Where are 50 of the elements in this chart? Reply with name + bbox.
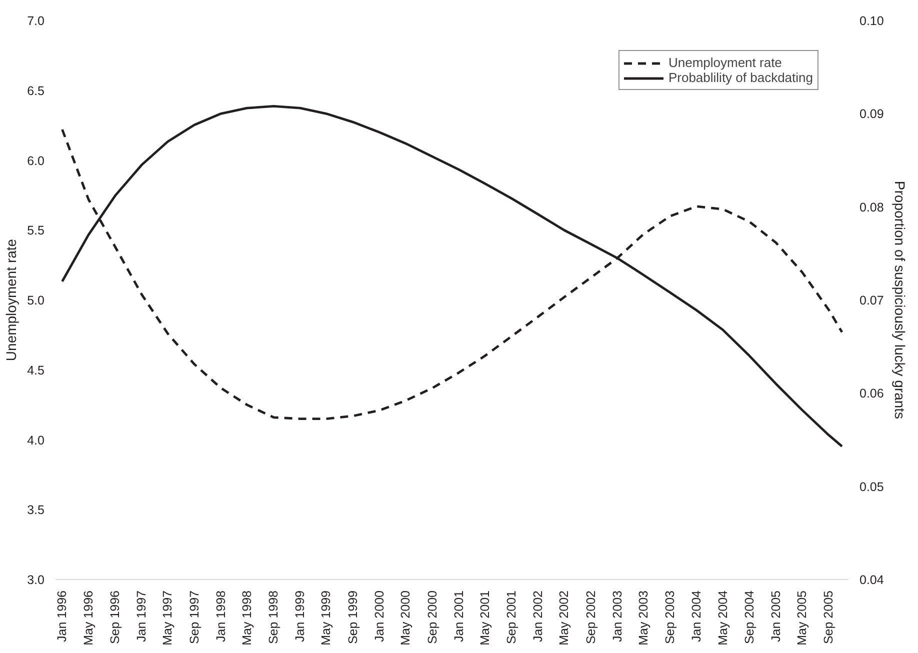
y-tick-label: 6.0: [27, 154, 45, 168]
x-tick-label: Sep 2004: [742, 590, 757, 644]
x-tick-label: Sep 2003: [663, 590, 678, 644]
y-tick-label: 5.5: [27, 224, 45, 238]
y-tick-label: 5.0: [27, 294, 45, 308]
x-tick-label: May 1998: [240, 590, 254, 646]
x-tick-label: Sep 1999: [346, 590, 360, 644]
x-tick-label: Sep 1997: [187, 590, 202, 644]
legend-label: Probablility of backdating: [668, 70, 813, 85]
x-tick-label: Jan 2001: [452, 590, 466, 642]
y-tick-label: 7.0: [27, 14, 45, 28]
x-tick-label: May 2005: [795, 590, 810, 646]
x-tick-label: May 1999: [319, 590, 334, 646]
y2-tick-label: 0.04: [860, 573, 884, 587]
y-tick-label: 3.5: [27, 503, 45, 518]
x-tick-label: Jan 2000: [372, 590, 386, 642]
x-tick-label: Jan 1996: [55, 590, 70, 642]
y-tick-label: 4.0: [27, 433, 45, 448]
x-tick-label: Jan 2005: [768, 590, 783, 642]
y-axis-title: Unemployment rate: [3, 238, 20, 362]
y2-tick-label: 0.10: [860, 14, 884, 28]
x-tick-label: Sep 2005: [822, 590, 836, 644]
y2-tick-label: 0.06: [860, 386, 884, 401]
x-tick-label: Jan 2004: [690, 590, 704, 642]
y2-axis-title: Proportion of suspiciously lucky grants: [892, 180, 908, 420]
y-tick-label: 6.5: [27, 84, 45, 98]
x-tick-label: May 1996: [81, 590, 96, 646]
x-tick-label: May 2000: [398, 590, 413, 646]
x-tick-label: May 2004: [716, 590, 730, 646]
y2-tick-label: 0.09: [860, 107, 884, 122]
x-tick-label: Jan 2002: [531, 590, 546, 642]
x-tick-label: Jan 1998: [214, 590, 228, 642]
x-tick-label: May 2001: [478, 590, 492, 646]
x-tick-label: Sep 2002: [584, 590, 598, 644]
y-tick-label: 3.0: [27, 573, 45, 587]
legend-label: Unemployment rate: [668, 55, 782, 70]
x-tick-label: May 2002: [557, 590, 572, 646]
x-tick-label: Sep 2001: [504, 590, 519, 644]
y2-tick-label: 0.05: [860, 480, 884, 494]
x-tick-label: Jan 2003: [610, 590, 624, 642]
y2-tick-label: 0.08: [860, 200, 884, 214]
y-tick-label: 4.5: [27, 363, 45, 378]
x-tick-label: Sep 1996: [108, 590, 122, 644]
y2-tick-label: 0.07: [860, 294, 884, 308]
x-tick-label: Sep 2000: [425, 590, 440, 644]
x-tick-label: May 1997: [160, 590, 175, 646]
x-tick-label: May 2003: [636, 590, 650, 646]
x-tick-label: Sep 1998: [266, 590, 281, 644]
x-tick-label: Jan 1997: [134, 590, 149, 642]
x-tick-label: Jan 1999: [293, 590, 308, 642]
